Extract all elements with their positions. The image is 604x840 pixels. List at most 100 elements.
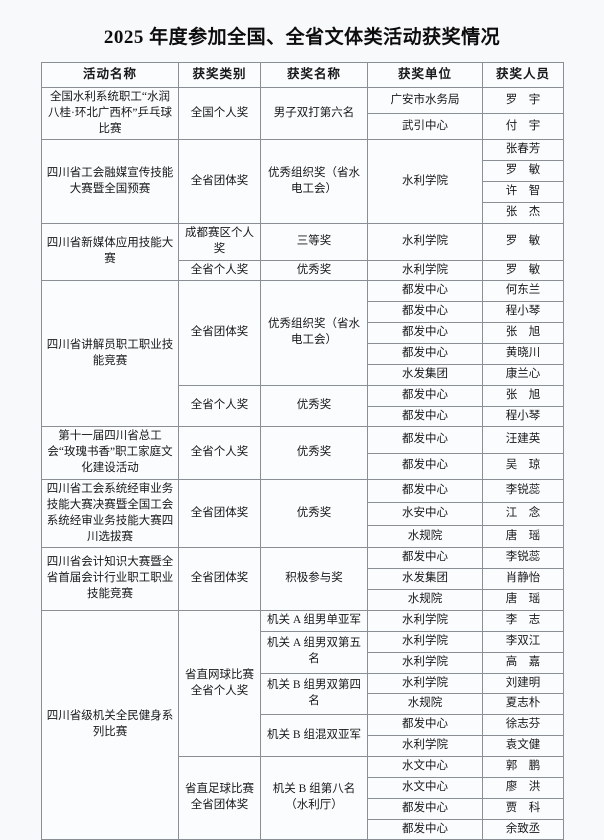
cell-award-unit: 水利学院 <box>367 651 483 674</box>
cell-award-name: 三等奖 <box>260 222 368 261</box>
cell-award-unit: 都发中心 <box>367 478 483 503</box>
page-title: 2025 年度参加全国、全省文体类活动获奖情况 <box>103 27 501 48</box>
cell-award-name: 机关 B 组第八名（水利厅） <box>260 756 368 840</box>
table-row: 水文中心廖 洪 <box>42 776 564 799</box>
cell-award-name: 机关 A 组男单亚军 <box>260 610 368 632</box>
cell-award-unit: 水利学院 <box>367 610 483 632</box>
cell-award-person: 张 旭 <box>482 322 564 344</box>
table-row: 四川省讲解员职工职业技能竞赛 全省团体奖 优秀组织奖（省水电工会） 都发中心 何东兰 <box>41 280 564 428</box>
cell-award-name: 优秀奖 <box>260 384 368 428</box>
cell-award-person: 张春芳 <box>482 139 564 162</box>
cell-award-name: 积极参与奖 <box>260 547 368 611</box>
cell-award-name: 优秀奖 <box>260 426 368 480</box>
cell-award-person: 袁文健 <box>482 735 564 758</box>
table-row: 水利学院高 嘉 <box>42 651 564 674</box>
table-row: 都发中心吴 琼 <box>42 452 564 480</box>
cell-award-unit: 广安市水务局 <box>367 86 483 115</box>
cell-award-person: 罗 宇 <box>482 86 564 115</box>
cell-activity-name: 四川省会计知识大赛暨全省首届会计行业职工职业技能竞赛 <box>41 547 179 611</box>
column-header-activity: 活动名称 <box>41 61 179 88</box>
cell-award-unit: 都发中心 <box>367 818 483 840</box>
cell-award-unit: 都发中心 <box>367 384 483 407</box>
cell-award-category: 全省团体奖 <box>178 139 261 224</box>
cell-activity-name: 四川省工会系统经审业务技能大赛决赛暨全国工会系统经审业务技能大赛四川选拔赛 <box>41 478 179 549</box>
cell-award-person: 许 智 <box>482 181 564 203</box>
cell-award-person: 康兰心 <box>482 363 564 386</box>
cell-award-unit: 水文中心 <box>367 776 483 799</box>
cell-award-name: 机关 B 组男双第四名 <box>260 672 368 716</box>
cell-activity-name: 四川省工会融媒宣传技能大赛暨全国预赛 <box>41 139 179 224</box>
table-row: 全国水利系统职工“水润八桂·环北广西杯”乒乓球比赛 全国个人奖 男子双打第六名 广安市… <box>41 86 564 141</box>
cell-award-unit: 都发中心 <box>367 452 483 480</box>
cell-award-person: 李 志 <box>482 610 564 632</box>
cell-award-person: 夏志朴 <box>482 693 564 716</box>
column-header-person: 获奖人员 <box>482 61 564 88</box>
table-container: 活动名称 获奖类别 获奖名称 获奖单位 获奖人员 全国水利系统职工“水润八桂·环… <box>0 61 604 840</box>
cell-award-name: 优秀组织奖（省水电工会） <box>260 280 368 386</box>
table-row: 机关 B 组男双第四名 水利学院 刘建明 <box>42 672 564 716</box>
cell-award-person: 黄晓川 <box>482 342 564 365</box>
cell-activity-name: 四川省级机关全民健身系列比赛 <box>41 609 179 840</box>
table-row: 四川省级机关全民健身系列比赛 省直网球比赛全省个人奖 机关 A 组男单亚军 水利学院李… <box>41 609 564 840</box>
table-row: 水规院 夏志朴 <box>42 693 564 716</box>
cell-award-category: 全省团体奖 <box>178 478 261 549</box>
table-row: 水发集团 康兰心 <box>42 363 564 386</box>
cell-award-unit: 水文中心 <box>367 756 483 778</box>
cell-award-unit: 都发中心 <box>367 426 483 454</box>
cell-award-person: 罗 敏 <box>482 222 564 261</box>
cell-award-person: 高 嘉 <box>482 651 564 674</box>
cell-award-unit: 水利学院 <box>367 735 483 758</box>
cell-award-name: 优秀组织奖（省水电工会） <box>260 139 368 224</box>
cell-award-name: 机关 A 组男双第五名 <box>260 630 368 674</box>
cell-award-unit: 都发中心 <box>367 342 483 365</box>
cell-award-unit: 水利学院 <box>367 259 483 282</box>
table-row: 四川省会计知识大赛暨全省首届会计行业职工职业技能竞赛 全省团体奖 积极参与奖 都发中心… <box>41 547 564 611</box>
cell-award-category: 全省个人奖 <box>178 384 261 428</box>
cell-award-unit: 水规院 <box>367 693 483 716</box>
cell-award-unit: 水发集团 <box>367 568 483 591</box>
cell-award-person: 贾 科 <box>482 797 564 820</box>
cell-award-person: 李双江 <box>482 630 564 653</box>
header-row: 活动名称 获奖类别 获奖名称 获奖单位 获奖人员 <box>41 61 564 88</box>
cell-award-person: 张 旭 <box>482 384 564 407</box>
cell-award-person: 余致丞 <box>482 818 564 840</box>
cell-award-person: 唐 瑶 <box>482 589 564 611</box>
cell-award-person: 李锐蕊 <box>482 478 564 503</box>
table-header: 活动名称 获奖类别 获奖名称 获奖单位 获奖人员 <box>41 61 564 88</box>
table-row: 水规院唐 瑶 <box>42 589 564 611</box>
cell-award-unit: 都发中心 <box>367 280 483 303</box>
cell-award-name: 机关 B 组混双亚军 <box>260 714 368 758</box>
cell-award-category: 全国个人奖 <box>178 86 261 141</box>
cell-activity-name: 第十一届四川省总工会“玫瑰书香”职工家庭文化建设活动 <box>41 426 179 480</box>
cell-award-person: 江 念 <box>482 501 564 526</box>
table-row: 四川省工会融媒宣传技能大赛暨全国预赛 全省团体奖 优秀组织奖（省水电工会） 水利学院张… <box>41 139 564 224</box>
document-page: 2025 年度参加全国、全省文体类活动获奖情况 活动名称 获奖类别 获奖名称 获… <box>41 27 564 840</box>
cell-award-unit: 都发中心 <box>367 714 483 737</box>
table-row: 水规院唐 瑶 <box>42 524 564 549</box>
cell-award-person: 廖 洪 <box>482 776 564 799</box>
cell-activity-name: 全国水利系统职工“水润八桂·环北广西杯”乒乓球比赛 <box>41 86 179 141</box>
cell-award-person: 吴 琼 <box>482 452 564 480</box>
table-row: 都发中心张 旭 <box>42 322 564 344</box>
cell-award-unit: 都发中心 <box>367 797 483 820</box>
cell-award-category: 省直足球比赛全省团体奖 <box>178 756 261 840</box>
cell-award-person: 刘建明 <box>482 672 564 695</box>
cell-award-unit: 水利学院 <box>367 222 483 261</box>
cell-award-unit: 水利学院 <box>367 672 483 695</box>
cell-award-person: 程小琴 <box>482 301 564 324</box>
cell-award-person: 肖静怡 <box>482 568 564 591</box>
cell-award-unit: 水利学院 <box>367 630 483 653</box>
table-body: 全国水利系统职工“水润八桂·环北广西杯”乒乓球比赛 全国个人奖 男子双打第六名 广安市… <box>41 86 564 840</box>
cell-award-person: 唐 瑶 <box>482 524 564 549</box>
cell-award-unit: 都发中心 <box>367 322 483 344</box>
cell-award-category: 成都赛区个人奖 <box>178 222 261 261</box>
table-row: 都发中心 程小琴 <box>42 301 564 324</box>
cell-award-unit: 水规院 <box>367 524 483 549</box>
table-row: 水利学院 袁文健 <box>42 735 564 758</box>
table-row: 第十一届四川省总工会“玫瑰书香”职工家庭文化建设活动 全省个人奖 优秀奖 都发中心 汪建… <box>41 426 564 480</box>
table-row: 张 杰 <box>42 201 564 224</box>
cell-award-name: 优秀奖 <box>260 259 368 282</box>
cell-award-unit: 都发中心 <box>367 301 483 324</box>
cell-award-person: 汪建英 <box>482 426 564 454</box>
cell-award-name: 男子双打第六名 <box>260 86 368 141</box>
